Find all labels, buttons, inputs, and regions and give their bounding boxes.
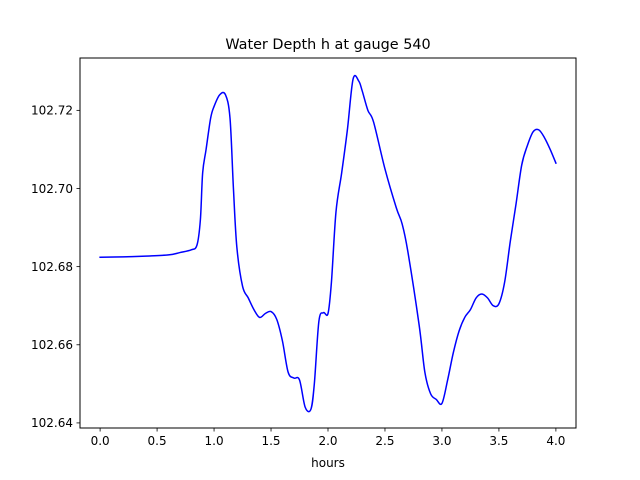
y-tick-label: 102.72 bbox=[31, 104, 73, 118]
x-tick-label: 1.5 bbox=[261, 434, 280, 448]
y-tick-label: 102.70 bbox=[31, 182, 73, 196]
x-tick-label: 2.5 bbox=[375, 434, 394, 448]
y-tick-label: 102.68 bbox=[31, 260, 73, 274]
series-layer bbox=[99, 74, 557, 413]
y-tick-label: 102.64 bbox=[31, 416, 73, 430]
x-tick-label: 1.0 bbox=[205, 434, 224, 448]
x-tick-label: 0.5 bbox=[148, 434, 167, 448]
x-tick-label: 3.5 bbox=[489, 434, 508, 448]
chart-title: Water Depth h at gauge 540 bbox=[225, 37, 430, 53]
y-tick-label: 102.66 bbox=[31, 338, 73, 352]
x-tick-label: 4.0 bbox=[546, 434, 565, 448]
series-line bbox=[99, 74, 557, 413]
x-tick-label: 3.0 bbox=[432, 434, 451, 448]
x-axis-label: hours bbox=[311, 456, 345, 470]
axes-layer: 0.0 0.5 1.0 1.5 2.0 2.5 3.0 3.5 4.0 102.64 102.66 1… bbox=[31, 57, 577, 448]
x-tick-label: 0.0 bbox=[91, 434, 110, 448]
x-tick-label: 2.0 bbox=[318, 434, 337, 448]
plot-area bbox=[80, 58, 576, 428]
